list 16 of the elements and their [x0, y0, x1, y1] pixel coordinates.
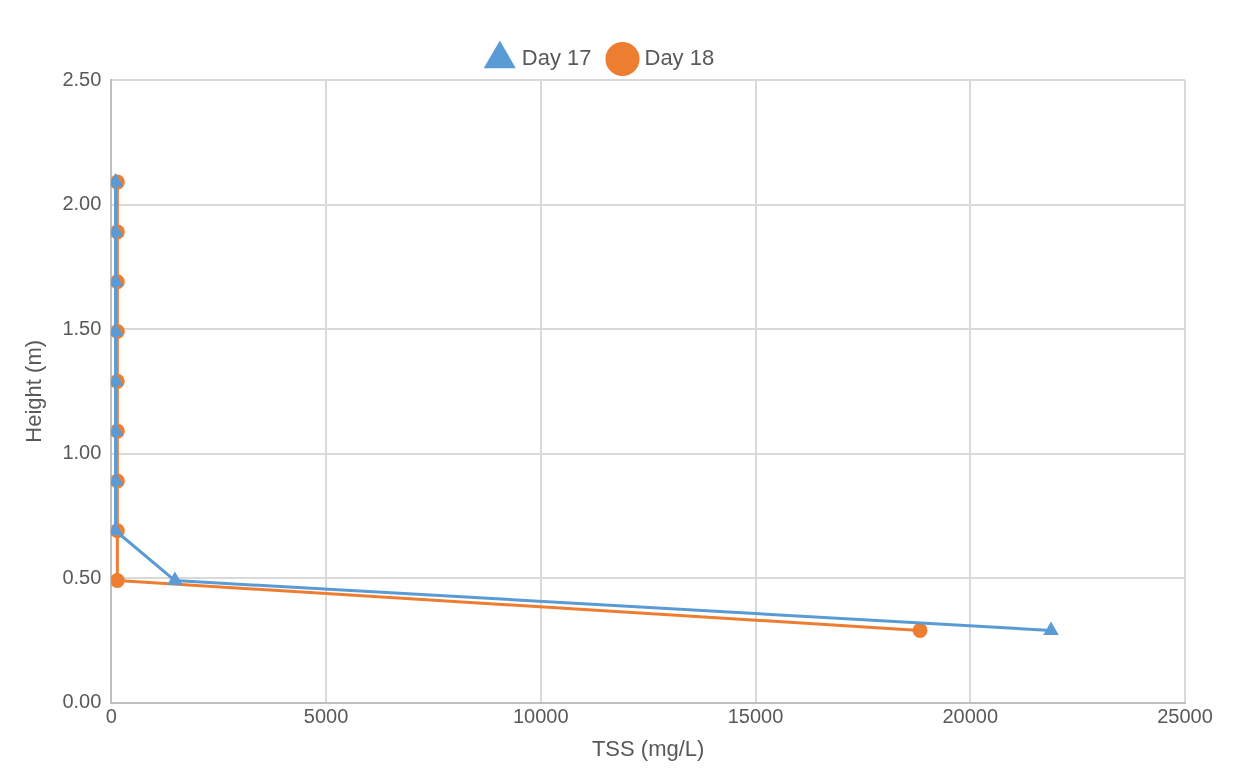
- x-tick-label: 5000: [303, 705, 349, 728]
- y-tick-label: 2.00: [62, 192, 102, 215]
- x-tick-label: 0: [105, 705, 117, 728]
- y-axis-title: Height (m): [21, 339, 47, 443]
- y-tick-label: 1.50: [62, 316, 102, 339]
- x-tick-label: 15000: [727, 705, 784, 728]
- x-tick-label: 25000: [1157, 705, 1213, 728]
- x-axis-title: TSS (mg/L): [591, 735, 705, 761]
- y-tick-label: 0.00: [62, 690, 102, 713]
- y-tick-label: 1.00: [62, 441, 102, 464]
- legend-label: Day 18: [644, 45, 715, 71]
- y-tick-label: 0.50: [62, 565, 102, 588]
- y-tick-label: 2.50: [62, 67, 102, 90]
- x-tick-label: 10000: [512, 705, 569, 728]
- x-tick-label: 20000: [942, 705, 999, 728]
- legend-label: Day 17: [521, 45, 592, 71]
